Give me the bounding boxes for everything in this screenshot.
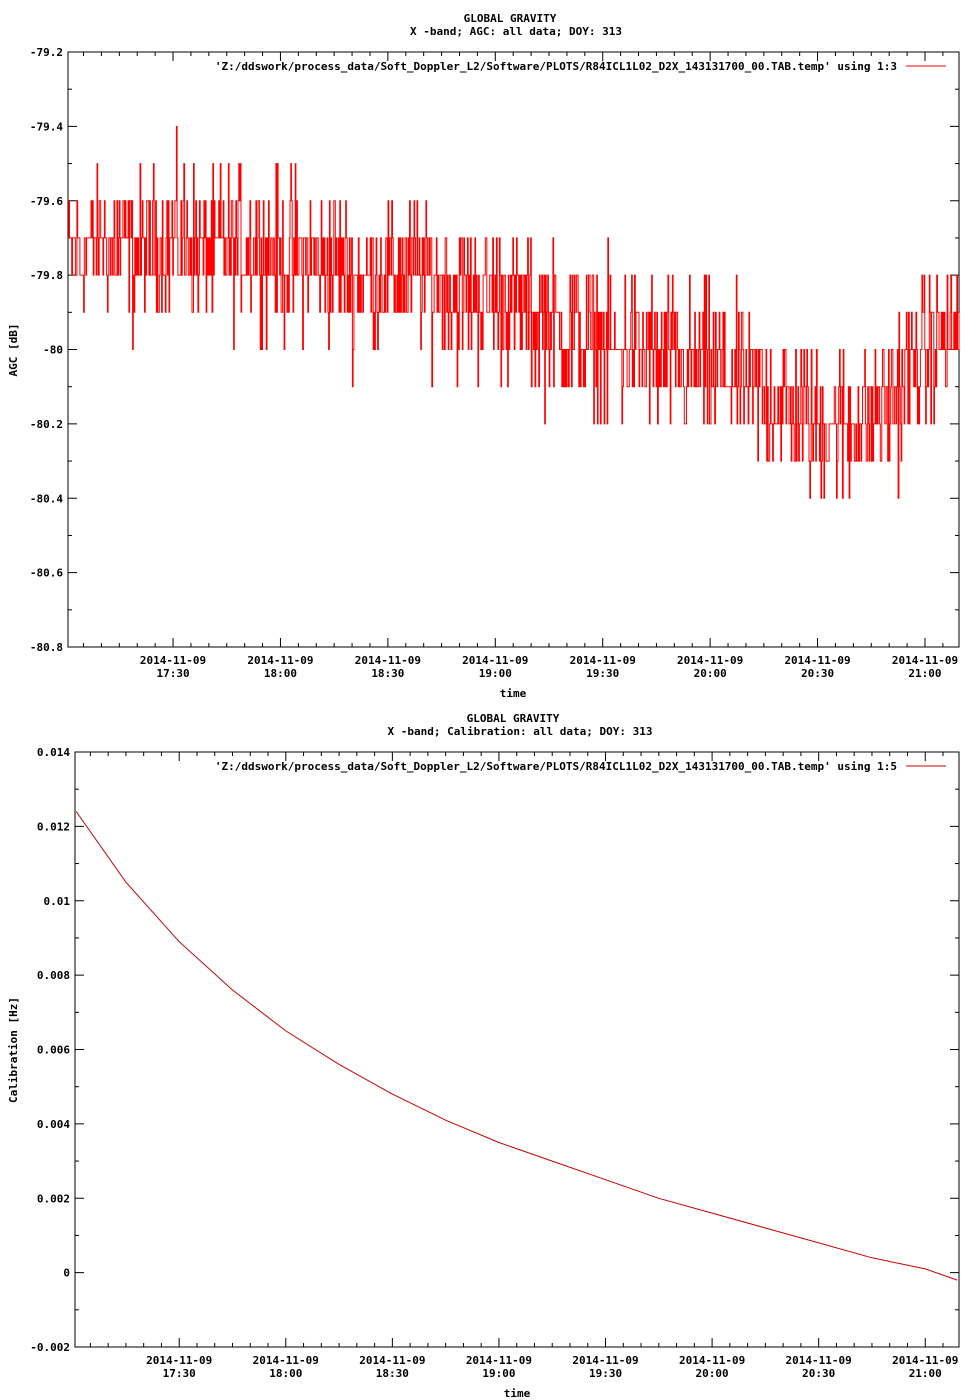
x-tick-time: 17:30 xyxy=(163,1367,196,1380)
x-tick-date: 2014-11-09 xyxy=(253,1354,319,1367)
y-tick-label: 0.012 xyxy=(37,820,70,833)
y-tick-label: 0.01 xyxy=(44,895,71,908)
x-tick-date: 2014-11-09 xyxy=(140,654,206,667)
y-tick-label: -79.2 xyxy=(30,46,63,59)
x-axis-label: time xyxy=(500,687,527,700)
x-tick-time: 20:30 xyxy=(801,667,834,680)
x-tick-date: 2014-11-09 xyxy=(466,1354,532,1367)
x-tick-date: 2014-11-09 xyxy=(892,654,958,667)
y-axis-ticks: 0.014 0.012 0.01 0.008 0.006 0.004 0.002 0 -0.00… xyxy=(30,746,959,1354)
chart-title: GLOBAL GRAVITY xyxy=(464,12,557,25)
x-tick-date: 2014-11-09 xyxy=(462,654,528,667)
y-axis-label: Calibration [Hz] xyxy=(7,997,20,1103)
x-tick-time: 17:30 xyxy=(156,667,189,680)
plot-frame xyxy=(74,751,960,1348)
x-tick-time: 18:00 xyxy=(269,1367,302,1380)
x-tick-date: 2014-11-09 xyxy=(892,1354,958,1367)
x-axis-label: time xyxy=(504,1387,531,1400)
y-tick-label: 0.014 xyxy=(37,746,70,759)
x-tick-time: 19:00 xyxy=(482,1367,515,1380)
y-tick-label: -0.002 xyxy=(30,1341,70,1354)
chart-subtitle: X -band; AGC: all data; DOY: 313 xyxy=(410,25,622,38)
x-tick-time: 20:00 xyxy=(694,667,727,680)
y-tick-label: -80.2 xyxy=(30,418,63,431)
chart-title: GLOBAL GRAVITY xyxy=(467,712,560,725)
y-tick-label: 0.004 xyxy=(37,1118,70,1131)
y-tick-label: -80.6 xyxy=(30,567,63,580)
x-tick-time: 20:30 xyxy=(802,1367,835,1380)
x-tick-date: 2014-11-09 xyxy=(146,1354,212,1367)
x-tick-time: 18:30 xyxy=(376,1367,409,1380)
x-tick-date: 2014-11-09 xyxy=(572,1354,638,1367)
y-tick-label: -79.6 xyxy=(30,195,63,208)
series-line xyxy=(68,125,960,499)
y-tick-label: 0.002 xyxy=(37,1192,70,1205)
series-layer xyxy=(68,125,960,499)
y-tick-label: -80.8 xyxy=(30,641,63,654)
x-tick-date: 2014-11-09 xyxy=(677,654,743,667)
x-tick-time: 21:00 xyxy=(908,667,941,680)
y-tick-label: -79.4 xyxy=(30,120,63,133)
x-tick-time: 19:00 xyxy=(479,667,512,680)
chart-subtitle: X -band; Calibration: all data; DOY: 313 xyxy=(388,725,653,738)
calibration-chart: GLOBAL GRAVITY X -band; Calibration: all… xyxy=(7,712,960,1400)
legend-label: 'Z:/ddswork/process_data/Soft_Doppler_L2… xyxy=(215,60,897,73)
plot-frame xyxy=(67,51,960,648)
x-tick-date: 2014-11-09 xyxy=(679,1354,745,1367)
y-tick-label: 0.008 xyxy=(37,969,70,982)
x-axis-ticks: 2014-11-0917:302014-11-0918:002014-11-09… xyxy=(83,52,958,680)
x-tick-time: 18:00 xyxy=(264,667,297,680)
series-line xyxy=(75,811,958,1281)
y-tick-label: -79.8 xyxy=(30,269,63,282)
x-tick-date: 2014-11-09 xyxy=(355,654,421,667)
x-tick-time: 18:30 xyxy=(371,667,404,680)
y-axis-label: AGC [dB] xyxy=(7,324,20,377)
y-tick-label: 0.006 xyxy=(37,1044,70,1057)
agc-chart: GLOBAL GRAVITY X -band; AGC: all data; D… xyxy=(7,12,960,700)
x-tick-time: 19:30 xyxy=(589,1367,622,1380)
x-tick-date: 2014-11-09 xyxy=(784,654,850,667)
x-tick-date: 2014-11-09 xyxy=(247,654,313,667)
y-axis-ticks: -79.2 -79.4 -79.6 -79.8 -80 -80.2 -80.4 -80.6 -8… xyxy=(30,46,959,654)
series-layer xyxy=(75,811,958,1281)
x-tick-date: 2014-11-09 xyxy=(359,1354,425,1367)
x-tick-time: 20:00 xyxy=(696,1367,729,1380)
x-axis-ticks: 2014-11-0917:302014-11-0918:002014-11-09… xyxy=(89,752,958,1380)
x-tick-date: 2014-11-09 xyxy=(570,654,636,667)
y-tick-label: 0 xyxy=(63,1267,70,1280)
y-tick-label: -80 xyxy=(43,344,63,357)
x-tick-time: 21:00 xyxy=(909,1367,942,1380)
legend-label: 'Z:/ddswork/process_data/Soft_Doppler_L2… xyxy=(215,760,897,773)
x-tick-time: 19:30 xyxy=(586,667,619,680)
x-tick-date: 2014-11-09 xyxy=(786,1354,852,1367)
y-tick-label: -80.4 xyxy=(30,492,63,505)
